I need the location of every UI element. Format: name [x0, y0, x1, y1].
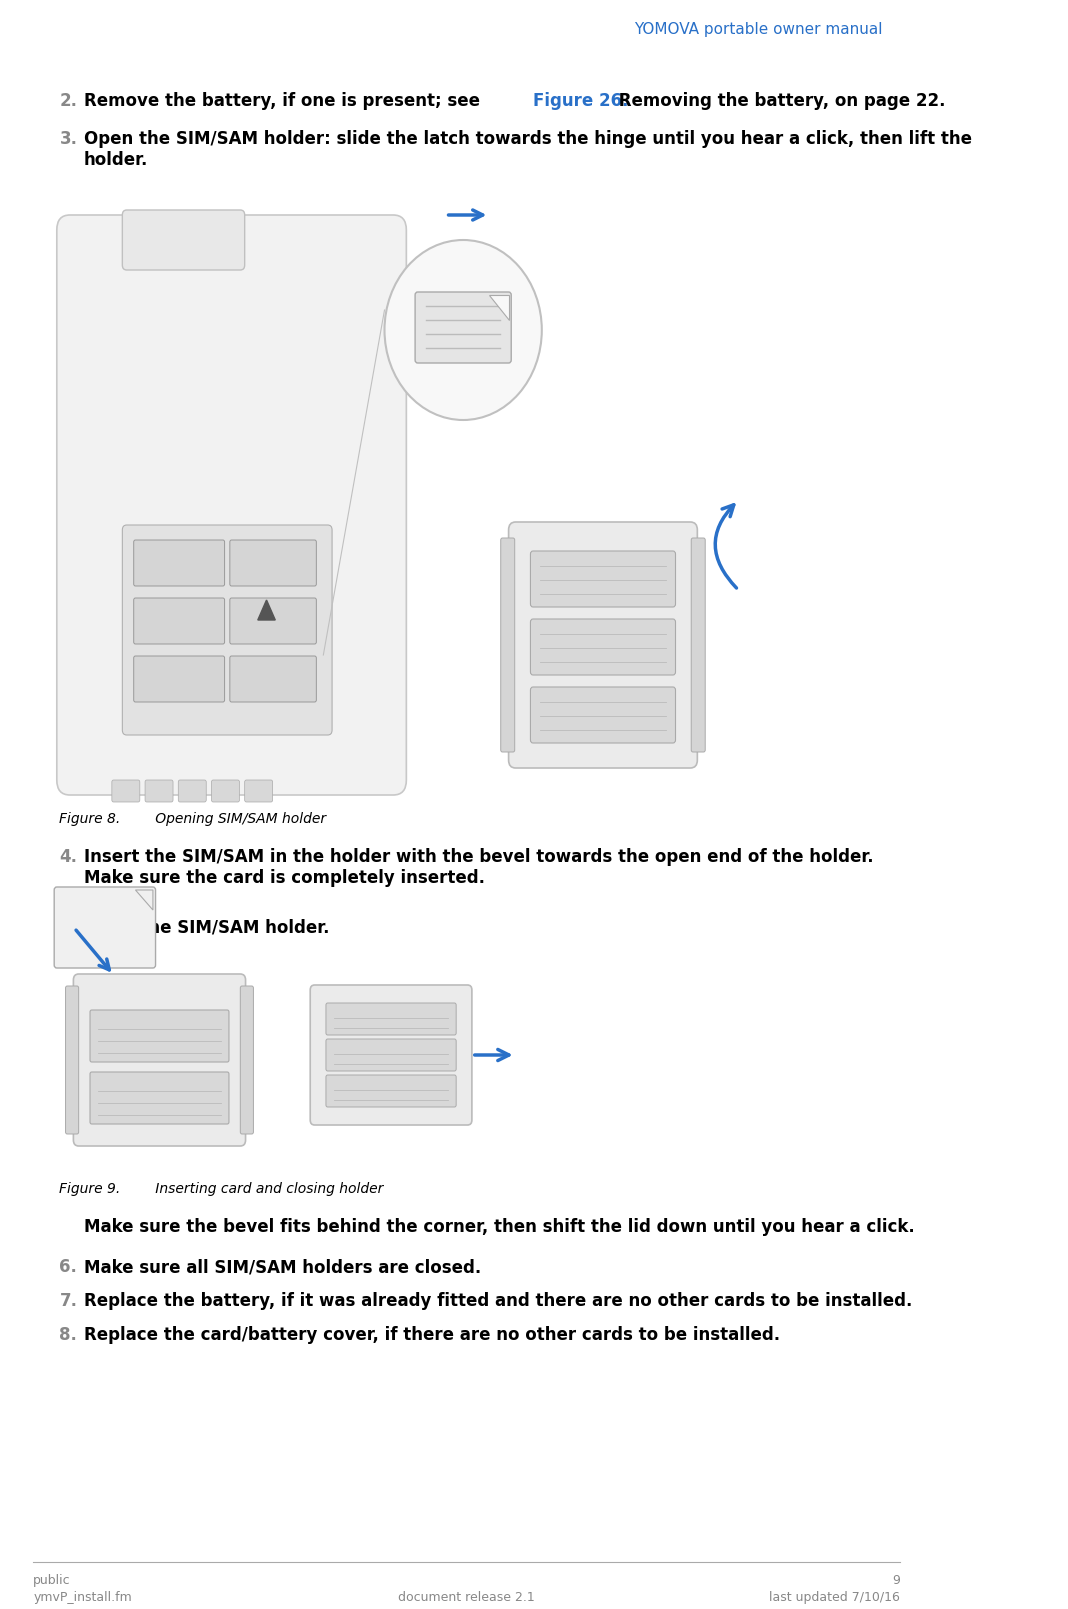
- Text: YOMOVA portable owner manual: YOMOVA portable owner manual: [634, 23, 882, 37]
- Circle shape: [384, 240, 541, 420]
- FancyBboxPatch shape: [326, 1002, 456, 1035]
- FancyBboxPatch shape: [230, 541, 316, 586]
- FancyBboxPatch shape: [65, 986, 79, 1134]
- FancyBboxPatch shape: [531, 687, 675, 743]
- FancyBboxPatch shape: [531, 550, 675, 607]
- FancyBboxPatch shape: [326, 1039, 456, 1072]
- Text: Insert the SIM/SAM in the holder with the bevel towards the open end of the hold: Insert the SIM/SAM in the holder with th…: [84, 848, 874, 887]
- FancyBboxPatch shape: [123, 525, 332, 735]
- Text: Figure 26.: Figure 26.: [533, 92, 628, 109]
- FancyBboxPatch shape: [90, 1072, 229, 1125]
- Polygon shape: [136, 890, 153, 911]
- FancyBboxPatch shape: [415, 291, 512, 364]
- FancyBboxPatch shape: [57, 216, 406, 795]
- FancyBboxPatch shape: [230, 656, 316, 702]
- Text: document release 2.1: document release 2.1: [398, 1591, 535, 1604]
- FancyBboxPatch shape: [123, 211, 245, 270]
- FancyBboxPatch shape: [211, 780, 239, 801]
- Text: Open the SIM/SAM holder: slide the latch towards the hinge until you hear a clic: Open the SIM/SAM holder: slide the latch…: [84, 130, 972, 169]
- Text: Figure 8.        Opening SIM/SAM holder: Figure 8. Opening SIM/SAM holder: [60, 813, 327, 825]
- Text: 2.: 2.: [60, 92, 77, 109]
- Text: 7.: 7.: [60, 1292, 77, 1310]
- FancyBboxPatch shape: [90, 1010, 229, 1062]
- Text: Replace the card/battery cover, if there are no other cards to be installed.: Replace the card/battery cover, if there…: [84, 1326, 780, 1344]
- FancyBboxPatch shape: [240, 986, 253, 1134]
- FancyBboxPatch shape: [508, 521, 697, 767]
- Text: ymvP_install.fm: ymvP_install.fm: [33, 1591, 132, 1604]
- FancyBboxPatch shape: [134, 541, 224, 586]
- FancyBboxPatch shape: [74, 973, 246, 1146]
- Text: Make sure all SIM/SAM holders are closed.: Make sure all SIM/SAM holders are closed…: [84, 1258, 482, 1276]
- Text: 8.: 8.: [60, 1326, 77, 1344]
- Text: Close the SIM/SAM holder.: Close the SIM/SAM holder.: [84, 919, 329, 936]
- FancyBboxPatch shape: [691, 537, 705, 751]
- FancyBboxPatch shape: [531, 619, 675, 676]
- Text: 4.: 4.: [60, 848, 77, 866]
- FancyBboxPatch shape: [112, 780, 140, 801]
- FancyBboxPatch shape: [230, 599, 316, 644]
- Text: 6.: 6.: [60, 1258, 77, 1276]
- FancyBboxPatch shape: [54, 887, 156, 969]
- FancyBboxPatch shape: [145, 780, 173, 801]
- Text: public: public: [33, 1574, 70, 1586]
- Text: Remove the battery, if one is present; see: Remove the battery, if one is present; s…: [84, 92, 486, 109]
- Text: Removing the battery, on page 22.: Removing the battery, on page 22.: [613, 92, 945, 109]
- FancyBboxPatch shape: [501, 537, 515, 751]
- Polygon shape: [489, 294, 508, 320]
- Text: 5.: 5.: [60, 919, 77, 936]
- Text: 3.: 3.: [60, 130, 77, 148]
- Text: 9: 9: [892, 1574, 900, 1586]
- FancyBboxPatch shape: [178, 780, 206, 801]
- FancyBboxPatch shape: [310, 985, 472, 1125]
- FancyBboxPatch shape: [245, 780, 272, 801]
- Text: Figure 9.        Inserting card and closing holder: Figure 9. Inserting card and closing hol…: [60, 1183, 383, 1195]
- Text: Replace the battery, if it was already fitted and there are no other cards to be: Replace the battery, if it was already f…: [84, 1292, 912, 1310]
- Polygon shape: [257, 600, 276, 619]
- Text: Make sure the bevel fits behind the corner, then shift the lid down until you he: Make sure the bevel fits behind the corn…: [84, 1218, 914, 1236]
- FancyBboxPatch shape: [326, 1075, 456, 1107]
- FancyBboxPatch shape: [134, 656, 224, 702]
- FancyBboxPatch shape: [134, 599, 224, 644]
- Text: last updated 7/10/16: last updated 7/10/16: [769, 1591, 900, 1604]
